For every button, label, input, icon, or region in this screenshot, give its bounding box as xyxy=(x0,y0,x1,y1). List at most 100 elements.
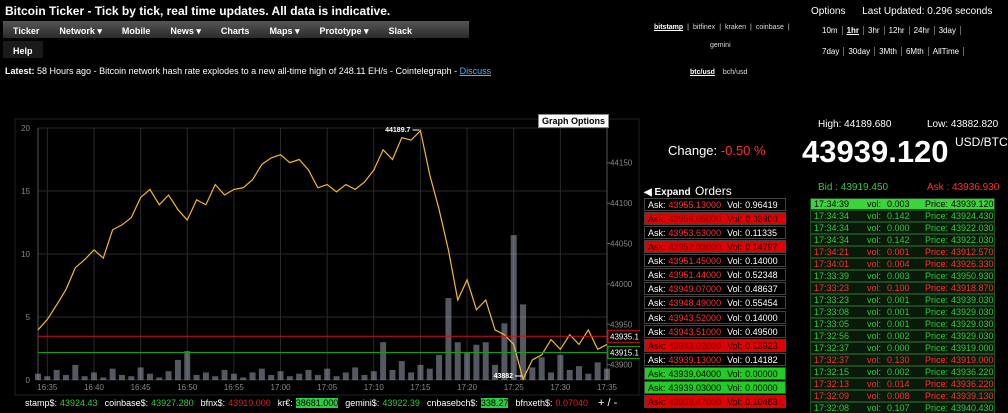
trade-row: 17:32:13 vol: 0.014 Price: 43936.220 xyxy=(810,378,995,390)
volume-bar xyxy=(193,374,200,380)
exchange-link[interactable]: bitfinex xyxy=(693,24,716,31)
trade-price-label: Price: xyxy=(925,343,949,353)
volume-bar xyxy=(520,304,527,380)
order-row: Ask: 43951.45000 Vol: 0.14000 xyxy=(644,254,786,268)
y-tick-label: 15 xyxy=(21,187,30,196)
range-button[interactable]: 12hr xyxy=(884,26,910,35)
order-vol-label: Vol: xyxy=(727,242,743,253)
ask-label: Ask : xyxy=(927,182,950,193)
range-button[interactable]: 7day xyxy=(818,47,845,56)
volume-bar xyxy=(464,352,471,380)
range-button[interactable]: 3day xyxy=(934,26,961,35)
trade-vol: 0.001 xyxy=(887,307,910,317)
trade-price-label: Price: xyxy=(925,283,949,293)
range-button[interactable]: 1hr xyxy=(842,26,865,35)
volume-bar xyxy=(314,374,321,380)
order-price: 43955.13000 xyxy=(668,200,722,210)
nav-item[interactable]: News ▾ xyxy=(170,26,201,36)
trade-row: 17:32:09 vol: 0.008 Price: 43939.130 xyxy=(810,390,995,402)
exchange-link[interactable]: bch/usd xyxy=(722,69,748,76)
range-button[interactable]: AllTime xyxy=(928,47,965,56)
volume-bar xyxy=(492,364,499,380)
updated-label: Last Updated: xyxy=(862,6,925,17)
range-button[interactable]: 24hr xyxy=(909,26,935,35)
order-row: Ask: 43953.63000 Vol: 0.11335 xyxy=(644,226,786,240)
price-level-box xyxy=(607,329,640,343)
discuss-link[interactable]: Discuss xyxy=(459,66,492,76)
volume-bar xyxy=(174,359,181,380)
trade-vol: 0.014 xyxy=(887,379,910,389)
nav-item[interactable]: Help xyxy=(13,46,33,56)
ticker-value: 0.07040 xyxy=(555,398,589,408)
range-button[interactable]: 30day xyxy=(844,47,876,56)
nav-bar: Ticker Network ▾ Mobile News ▾ Charts Maps ▾ P… xyxy=(3,21,469,38)
exchange-list-2: gemini xyxy=(706,42,735,49)
exchange-link[interactable]: btc/usd xyxy=(690,69,715,76)
nav-item[interactable]: Ticker xyxy=(13,26,40,36)
exchange-link[interactable]: bitstamp xyxy=(654,24,684,31)
volume-bar xyxy=(389,369,396,380)
trade-price: 43929.030 xyxy=(951,307,994,317)
trade-time: 17:34:34 xyxy=(814,223,850,233)
range-button[interactable]: 3Mth xyxy=(875,47,902,56)
range-button[interactable]: 10m xyxy=(818,26,843,35)
trade-price: 43939.130 xyxy=(951,391,994,401)
trade-vol-label: vol: xyxy=(867,319,882,329)
nav-item[interactable]: Mobile xyxy=(121,26,151,36)
trade-price: 43929.030 xyxy=(951,331,994,341)
order-price: 43951.44000 xyxy=(668,270,722,281)
trade-price: 43926.330 xyxy=(951,259,994,269)
trade-time: 17:32:15 xyxy=(814,367,850,377)
ticker-label: kr€: xyxy=(277,398,293,408)
order-vol: 0.00000 xyxy=(745,382,778,393)
order-label: Ask: xyxy=(648,242,666,253)
volume-bar xyxy=(501,323,508,380)
trade-vol-label: vol: xyxy=(867,259,882,269)
trade-price-label: Price: xyxy=(925,199,949,209)
trade-vol: 0.002 xyxy=(887,331,910,341)
trade-price-label: Price: xyxy=(925,307,949,317)
exchange-link[interactable]: kraken xyxy=(725,24,747,31)
expand-button[interactable]: ◀ Expand xyxy=(644,187,691,198)
range-button[interactable]: 3hr xyxy=(864,26,885,35)
latest-text: 58 Hours ago - Bitcoin network hash rate… xyxy=(37,66,458,76)
range-button[interactable]: 6Mth xyxy=(901,47,929,56)
nav-item[interactable]: Charts xyxy=(220,26,250,36)
order-vol-label: Vol: xyxy=(727,340,743,351)
order-price: 43939.13000 xyxy=(668,354,722,365)
volume-bar xyxy=(398,361,405,380)
graph-options-button[interactable]: Graph Options xyxy=(538,114,609,128)
volume-bar xyxy=(81,376,88,380)
order-vol: 0.14000 xyxy=(745,312,778,323)
order-row: Ask: 43943.02000 Vol: 0.13923 xyxy=(644,338,786,352)
trade-time: 17:34:34 xyxy=(814,235,850,245)
volume-bar xyxy=(604,368,610,380)
zoom-toggle[interactable]: + / - xyxy=(598,397,618,409)
nav-item[interactable]: Prototype ▾ xyxy=(319,26,369,36)
order-row: Ask: 43939.04000 Vol: 0.00000 xyxy=(644,366,786,380)
nav-item[interactable]: Maps ▾ xyxy=(269,26,300,36)
trade-time: 17:34:21 xyxy=(814,247,850,257)
ticker-label: stamp$: xyxy=(25,398,58,408)
order-price: 43943.02000 xyxy=(668,340,722,351)
volume-bar xyxy=(333,376,340,380)
trade-vol-label: vol: xyxy=(867,343,882,353)
options-label[interactable]: Options xyxy=(811,6,846,17)
order-vol-label: Vol: xyxy=(727,200,743,210)
order-label: Ask: xyxy=(648,326,666,337)
exchange-link[interactable]: coinbase xyxy=(755,24,784,31)
nav-item[interactable]: Slack xyxy=(388,26,413,36)
y-tick-label: 10 xyxy=(21,250,30,259)
nav-item[interactable]: Network ▾ xyxy=(59,26,102,36)
trade-price: 43950.930 xyxy=(951,271,994,281)
order-vol-label: Vol: xyxy=(727,270,743,281)
exchange-link[interactable]: gemini xyxy=(710,42,731,49)
order-label: Ask: xyxy=(648,298,666,309)
volume-bar xyxy=(72,364,79,380)
order-row: Ask: 43955.13000 Vol: 0.96419 xyxy=(644,198,786,211)
trade-time: 17:32:37 xyxy=(814,343,850,353)
order-row: Ask: 43939.03000 Vol: 0.00000 xyxy=(644,380,786,394)
range-row: 10m 1hr 3hr 12hr 24hr 3day xyxy=(818,26,961,35)
volume-bar xyxy=(146,373,153,380)
